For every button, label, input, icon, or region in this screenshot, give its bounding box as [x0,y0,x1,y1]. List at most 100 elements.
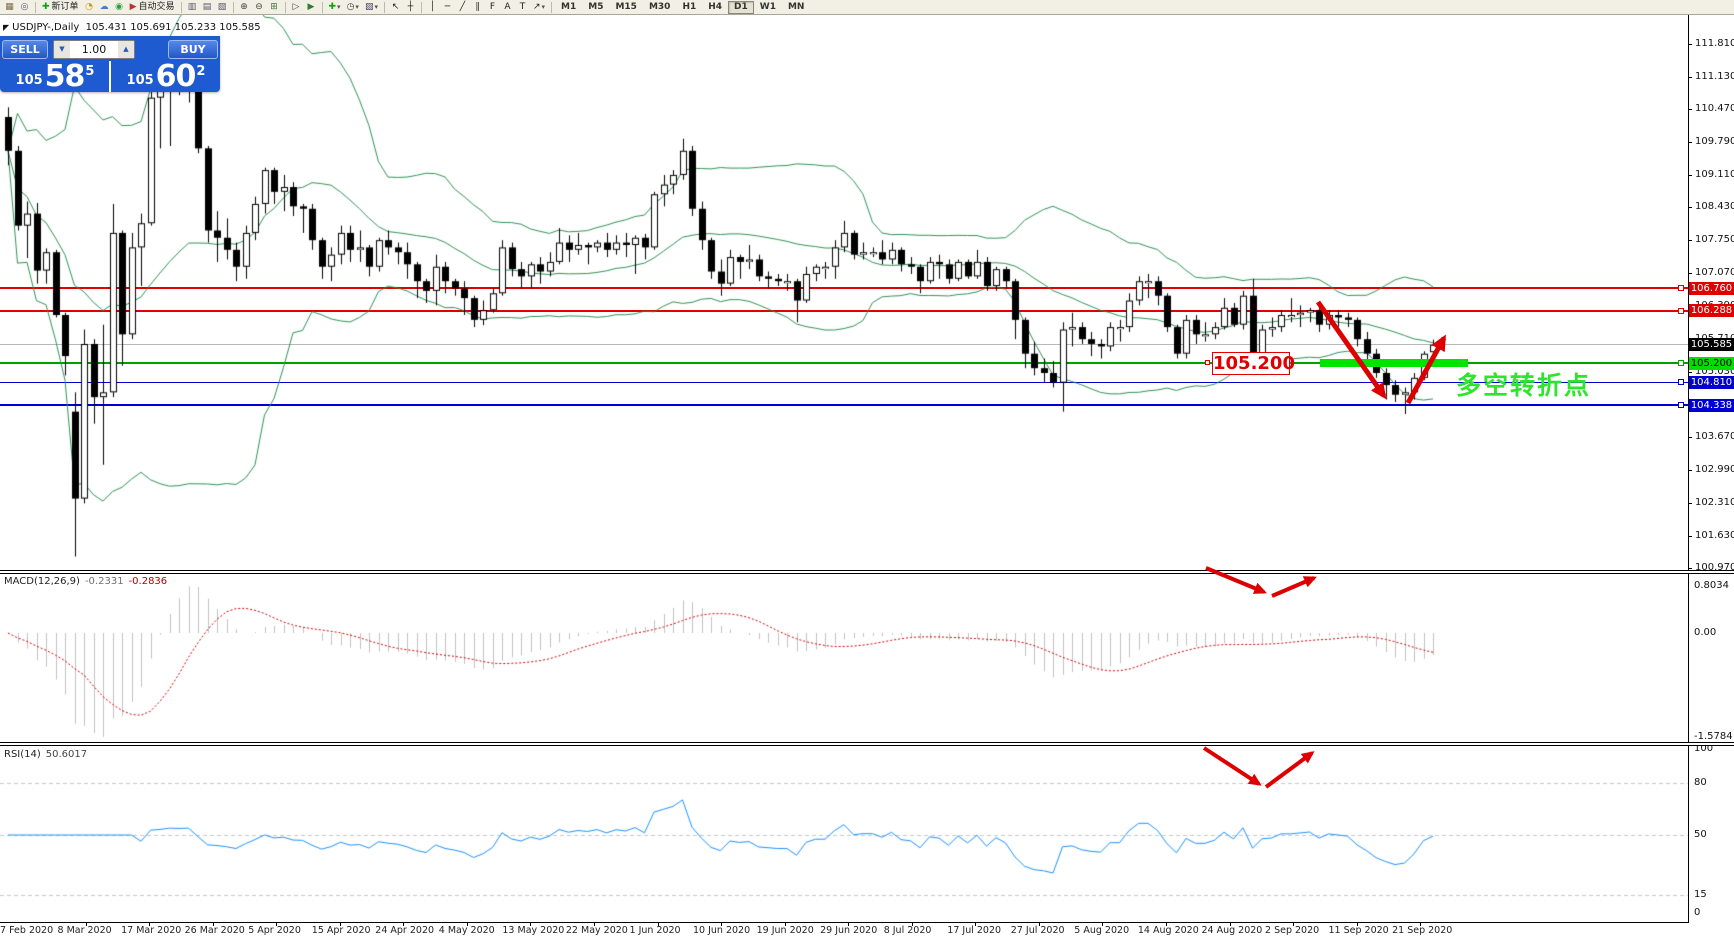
text-label-tool-button[interactable]: T [515,1,530,14]
macd-pane-separator[interactable] [0,570,1734,574]
new-chart-button[interactable]: ▦ [2,1,17,14]
timeframe-m5-button[interactable]: M5 [582,1,609,14]
timeframe-h1-button[interactable]: H1 [676,1,702,14]
text-tool-button[interactable]: A [500,1,515,14]
price-tick-mark [1688,207,1692,209]
chart-ohlc-values: 105.431 105.691 105.233 105.585 [85,22,261,33]
timeframe-w1-button[interactable]: W1 [754,1,782,14]
text-label-tool-icon: T [519,1,526,12]
price-axis-tick-label: 102.990 [1695,464,1734,476]
data-window-button[interactable]: ▤ [200,1,215,14]
support-line-104810-price-box: 104.810 [1689,375,1734,389]
date-axis-tick [466,922,468,926]
support-price-label[interactable]: 105.200 [1212,352,1295,375]
horizontal-line-tool-button[interactable]: ─ [440,1,455,14]
crosshair-tool-button[interactable]: ┼ [403,1,418,14]
chart-shift-button[interactable]: ▷ [289,1,304,14]
date-axis-tick [403,922,405,926]
date-axis-tick [721,922,722,926]
horizontal-line-tool-icon: ─ [444,1,451,12]
support-line-104810-handle[interactable] [1678,379,1684,386]
resistance-line-106288-handle[interactable] [1678,307,1684,314]
resistance-line-106760-price-box: 106.760 [1689,281,1734,295]
price-axis-tick-label: 111.810 [1695,38,1734,49]
zoom-out-button[interactable]: ⊖ [252,1,267,14]
sell-price-display[interactable]: 105 58 5 [0,61,111,92]
templates-button[interactable]: ▨ ▾ [362,1,381,14]
buy-button[interactable]: BUY [168,39,218,59]
periods-button[interactable]: ◷ ▾ [344,1,362,14]
support-highlight-bar[interactable] [1320,359,1468,367]
timeframe-m15-button[interactable]: M15 [609,1,642,14]
chevron-down-icon: ▾ [374,2,378,11]
date-axis-tick [1102,922,1104,926]
crosshair-tool-icon: ┼ [407,1,414,12]
support-line-104338-handle[interactable] [1678,402,1684,408]
date-axis-label: 14 Aug 2020 [1137,925,1199,936]
sell-price-sup: 5 [85,64,95,79]
auto-scroll-button[interactable]: ▶ [304,1,319,14]
cursor-tool-button[interactable]: ↖ [388,1,403,14]
date-axis-label: 24 Aug 2020 [1201,925,1263,936]
autotrading-button[interactable]: ▶ 自动交易 [127,1,178,14]
sell-button[interactable]: SELL [2,39,48,59]
date-axis-label: 10 Jun 2020 [693,925,751,936]
price-axis-tick-label: 107.070 [1695,267,1734,278]
date-axis-label: 22 May 2020 [565,925,628,936]
vertical-line-tool-button[interactable]: │ [425,1,440,14]
volume-increase-button[interactable]: ▲ [118,40,134,58]
tile-windows-icon: ⊞ [270,1,278,12]
support-line-105200-handle[interactable] [1678,360,1684,367]
date-axis-label: 8 Mar 2020 [57,925,112,936]
buy-price-display[interactable]: 105 60 2 [111,61,220,92]
date-axis-tick [1420,922,1422,926]
price-tick-mark [1688,240,1692,242]
add-indicator-button[interactable]: ✚ ▾ [326,1,344,14]
navigator-button[interactable]: ▧ [215,1,230,14]
buy-price-prefix: 105 [126,73,154,88]
price-tick-mark [1688,174,1692,176]
toolbar-separator [321,1,323,13]
arrows-tool-button[interactable]: ↗ ▾ [530,1,548,14]
date-axis-label: 2 Sep 2020 [1265,925,1320,936]
resistance-line-106760-handle[interactable] [1678,285,1684,291]
community-button[interactable]: ☁ [97,1,112,14]
toolbar-separator [35,1,36,13]
tile-windows-button[interactable]: ⊞ [267,1,282,14]
chevron-down-icon: ▾ [337,2,341,11]
new-order-button[interactable]: ✚ 新订单 [39,1,82,14]
fibonacci-tool-button[interactable]: F [485,1,500,14]
date-axis-tick [339,922,341,926]
history-center-button[interactable]: ◔ [82,1,97,14]
timeframe-h4-button[interactable]: H4 [702,1,728,14]
zoom-in-button[interactable]: ⊕ [237,1,252,14]
price-axis-tick-label: 111.130 [1695,70,1734,82]
timeframe-m1-button[interactable]: M1 [555,1,582,14]
channel-tool-button[interactable]: ∥ [470,1,485,14]
date-axis-tick [784,922,786,926]
volume-decrease-button[interactable]: ▼ [54,40,70,58]
buy-price-sup: 2 [196,64,206,79]
signals-icon: ◉ [115,1,123,12]
rsi-pane-separator[interactable] [0,742,1734,746]
date-axis-label: 5 Aug 2020 [1074,925,1130,936]
trendline-tool-button[interactable]: ╱ [455,1,470,14]
date-axis-label: 27 Jul 2020 [1010,925,1065,936]
date-axis-tick [593,922,595,926]
date-axis-tick [911,922,913,926]
timeframe-mn-button[interactable]: MN [782,1,811,14]
reversal-point-text[interactable]: 多空转折点 [1456,371,1592,400]
price-axis-tick-label: 109.110 [1695,168,1734,180]
price-axis-tick-label: 109.790 [1695,135,1734,147]
volume-input[interactable] [70,40,118,58]
auto-scroll-icon: ▶ [307,1,315,12]
date-axis-tick [1038,922,1040,926]
profile-button[interactable]: ◎ [17,1,32,14]
signals-button[interactable]: ◉ [112,1,127,14]
timeframe-m30-button[interactable]: M30 [643,1,676,14]
timeframe-d1-button[interactable]: D1 [728,0,754,14]
support-line-105200-price-box: 105.200 [1689,356,1734,370]
market-watch-button[interactable]: ▥ [185,1,200,14]
